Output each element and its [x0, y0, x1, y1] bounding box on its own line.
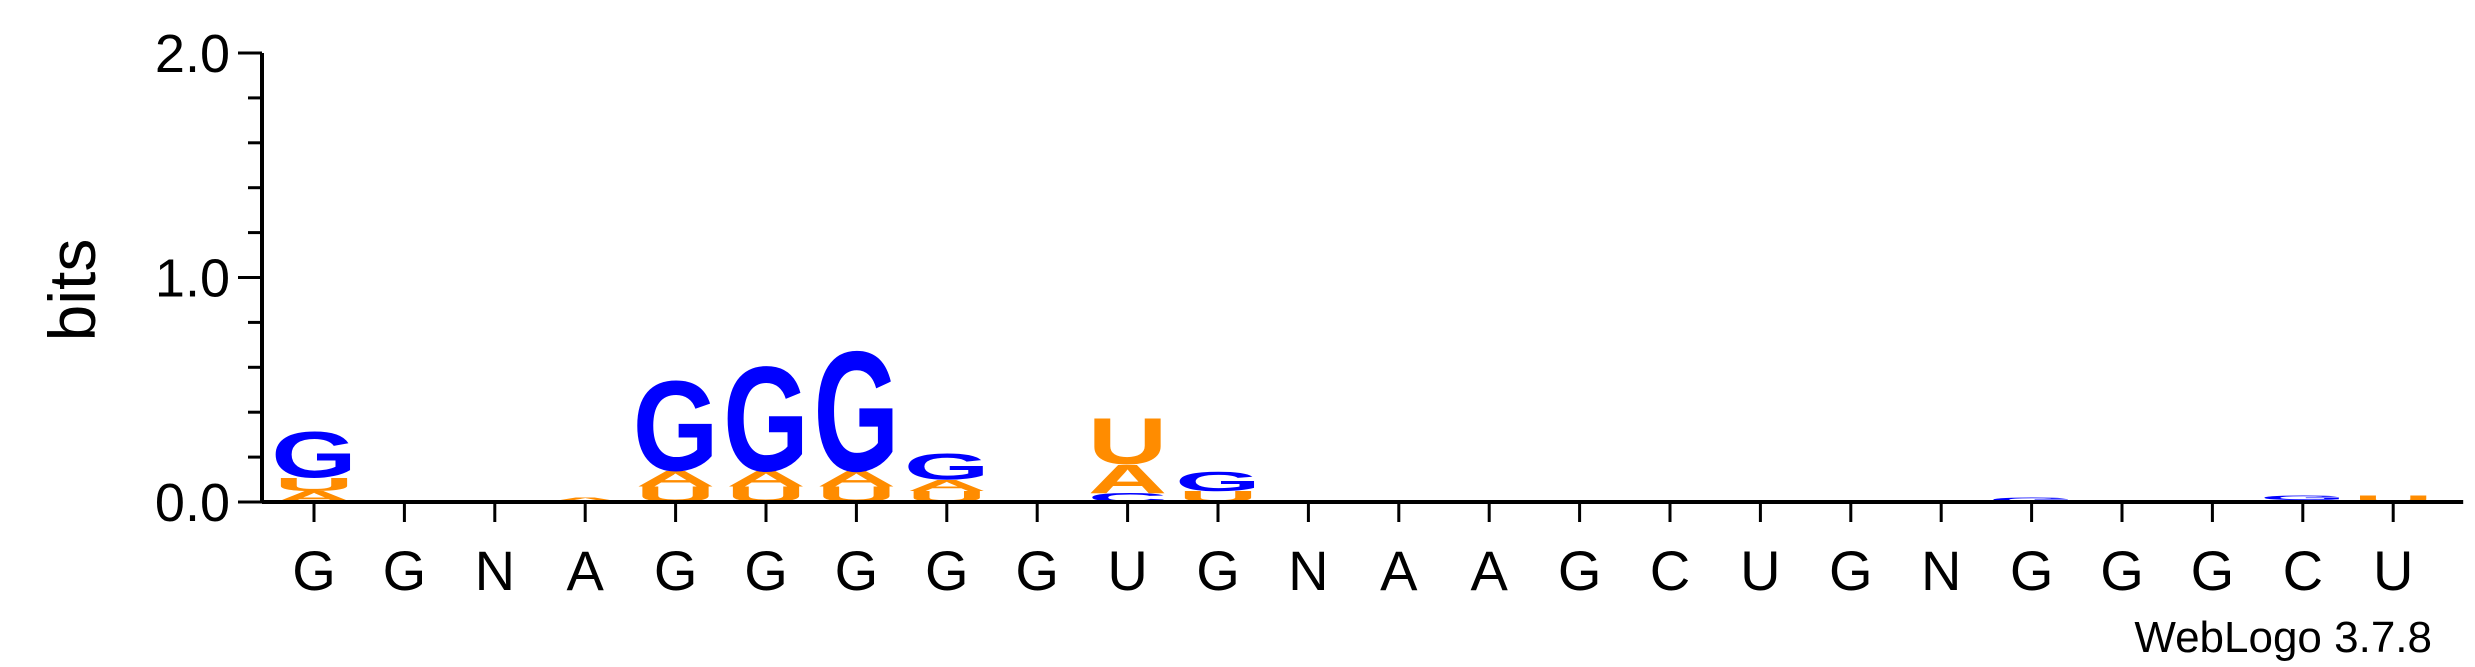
- position-label: G: [1558, 539, 1602, 602]
- logo-letter-g: G: [723, 335, 809, 502]
- logo-letter-u: U: [2353, 494, 2433, 505]
- position-label: G: [292, 539, 336, 602]
- logo-letter-u: U: [1088, 405, 1168, 478]
- position-label: G: [835, 539, 879, 602]
- position-label: G: [2010, 539, 2054, 602]
- position-label: A: [1471, 539, 1509, 602]
- y-axis-title: bits: [35, 239, 109, 342]
- position-label: N: [1288, 539, 1328, 602]
- position-label: C: [2283, 539, 2323, 602]
- position-label: G: [654, 539, 698, 602]
- logo-letter-g: G: [814, 315, 900, 508]
- logo-letter-g: G: [633, 356, 719, 498]
- position-label: G: [1196, 539, 1240, 602]
- position-label: N: [1921, 539, 1961, 602]
- position-label: C: [1650, 539, 1690, 602]
- y-tick-label: 1.0: [155, 249, 230, 309]
- position-label: G: [2100, 539, 2144, 602]
- position-label: U: [1740, 539, 1780, 602]
- credit-label: WebLogo 3.7.8: [2134, 613, 2432, 662]
- y-tick-label: 0.0: [155, 473, 230, 533]
- position-label: G: [1015, 539, 1059, 602]
- position-label: A: [567, 539, 605, 602]
- position-label: G: [925, 539, 969, 602]
- position-label: G: [1829, 539, 1873, 602]
- position-label: G: [744, 539, 788, 602]
- logo-letter-a: A: [1088, 456, 1168, 501]
- y-tick-label: 2.0: [155, 24, 230, 84]
- logo-letter-a: A: [726, 467, 806, 491]
- logo-letter-a: A: [545, 496, 625, 503]
- logo-letter-a: A: [636, 467, 716, 491]
- logo-letter-u: U: [274, 474, 354, 495]
- logo-letter-g: G: [1175, 466, 1261, 497]
- logo-letter-a: A: [907, 477, 987, 494]
- position-label: N: [475, 539, 515, 602]
- logo-letter-g: G: [904, 446, 990, 488]
- y-axis: 0.0 1.0 2.0: [155, 24, 264, 533]
- position-label: G: [383, 539, 427, 602]
- logo-letter-g: G: [271, 419, 357, 492]
- logo-letter-a: A: [817, 467, 897, 491]
- logo-letter-g: G: [1989, 496, 2075, 503]
- position-label: U: [2373, 539, 2413, 602]
- position-label: G: [2191, 539, 2235, 602]
- position-label: U: [1107, 539, 1147, 602]
- logo-letter-g: G: [2260, 494, 2346, 501]
- letter-stacks: AUGAUAGUAGUAGUAGCAUUGGGGAGU: [271, 315, 2433, 508]
- position-label: A: [1380, 539, 1418, 602]
